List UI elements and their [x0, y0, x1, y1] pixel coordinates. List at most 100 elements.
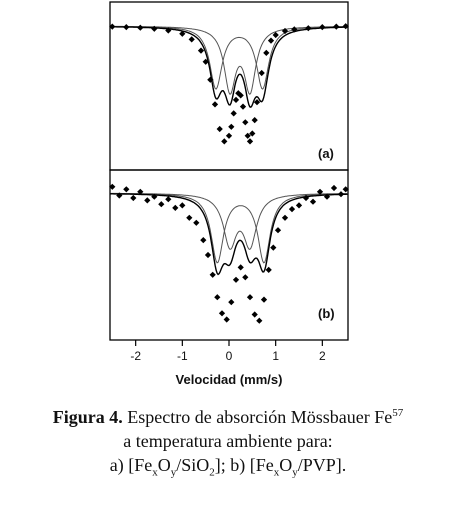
x-axis: -2 -1 0 1 2	[130, 340, 326, 363]
panel-b-data-point	[172, 204, 179, 212]
x-tick-label: -1	[177, 349, 188, 363]
caption-o-2: O	[279, 455, 293, 475]
caption-sub-x-1: x	[152, 466, 158, 479]
x-tick-label: 2	[319, 349, 326, 363]
panel-b-data-point	[281, 214, 289, 221]
panel-a-data-point	[263, 49, 270, 57]
panel-a-data-point	[123, 23, 130, 31]
panel-a-data-point	[165, 27, 172, 34]
panel-a-components	[110, 25, 348, 96]
panel-b-data-point	[116, 192, 123, 199]
caption-sub-y-2: y	[292, 466, 298, 479]
panel-a: (a)	[109, 1, 349, 171]
caption-text-1: Espectro de absorción Mössbauer Fe	[127, 407, 393, 427]
panel-b-data-point	[214, 294, 221, 301]
panel-b-component-inner-doublet	[110, 192, 349, 250]
panel-b-data-point	[256, 317, 263, 324]
panel-a-data-point	[237, 92, 244, 99]
caption-o-1: O	[157, 455, 171, 475]
panel-b-data-point	[295, 202, 303, 209]
panel-b-data-point	[246, 294, 254, 301]
panel-b: (b)	[109, 169, 349, 341]
panel-b-data-point	[265, 266, 272, 274]
panel-b-data-point	[218, 310, 226, 317]
caption-line-2: a temperatura ambiente para:	[123, 431, 333, 451]
panel-a-component-outer-doublet	[110, 26, 348, 90]
panel-a-data-point	[267, 37, 275, 44]
panel-a-data-point	[179, 30, 186, 37]
panel-a-data-point	[137, 24, 144, 31]
panel-a-data-point	[244, 132, 251, 139]
panel-b-data-point	[158, 201, 165, 208]
panel-b-data-point	[309, 198, 317, 205]
caption-figure-number: Figura 4.	[52, 407, 123, 427]
panel-b-data-point	[165, 196, 172, 203]
panel-b-data-point	[179, 202, 186, 209]
panel-b-data-point	[274, 227, 282, 234]
panel-a-data-point	[225, 132, 233, 139]
panel-b-data-point	[130, 194, 137, 202]
caption-a-end: ]; b) [Fe	[214, 455, 274, 475]
panel-a-data-point	[230, 110, 237, 117]
panel-b-data-point	[200, 236, 207, 244]
panel-b-data-point	[109, 183, 116, 190]
caption-sub-y-1: y	[170, 466, 177, 479]
panel-a-data-point	[207, 76, 214, 83]
panel-a-data-point	[232, 96, 240, 104]
panel-b-data-point	[251, 311, 258, 318]
panel-a-fit-line	[110, 26, 348, 109]
panel-b-data-point	[232, 276, 240, 283]
panel-a-label: (a)	[318, 146, 334, 161]
panel-a-data-point	[211, 101, 219, 108]
panel-a-data-point	[151, 25, 158, 32]
panel-b-data-point	[237, 264, 244, 271]
panel-a-data-point	[251, 116, 258, 124]
panel-b-data-point	[260, 296, 268, 303]
caption-sio: /SiO	[176, 455, 210, 475]
caption-line-1: Figura 4. Espectro de absorción Mössbaue…	[0, 405, 456, 429]
panel-b-data-point	[193, 219, 200, 226]
panel-a-data-point	[305, 25, 312, 32]
panel-b-data-point	[337, 191, 345, 198]
panel-a-data-points	[109, 23, 349, 145]
panel-b-data-point	[204, 251, 212, 259]
panel-b-data-point	[330, 184, 338, 192]
panel-b-data-point	[144, 197, 151, 204]
x-tick-label: 1	[272, 349, 279, 363]
caption-line-3: a) [FexOy/SiO2]; b) [FexOy/PVP].	[0, 453, 456, 479]
panel-a-data-point	[228, 123, 235, 130]
panel-a-data-point	[319, 23, 326, 31]
mossbauer-figure: (a) (b) -2 -1 0 1 2 Velocidad (mm/s)	[109, 1, 349, 387]
caption-sup-57: 57	[392, 407, 404, 419]
panel-a-data-point	[242, 119, 249, 126]
panel-b-data-point	[270, 244, 277, 251]
panel-a-data-point	[249, 130, 256, 137]
panel-b-label: (b)	[318, 306, 335, 321]
panel-a-data-point	[221, 138, 228, 145]
panel-a-data-point	[188, 36, 195, 43]
panel-a-data-point	[239, 103, 247, 110]
panel-b-fit-line	[110, 193, 348, 276]
panel-b-data-point	[223, 316, 230, 323]
panel-a-data-point	[202, 58, 209, 65]
caption-b-mid: /PVP].	[297, 455, 347, 475]
panel-b-data-points	[109, 183, 349, 324]
caption-sub-x-2: x	[273, 466, 280, 479]
panel-a-data-point	[258, 69, 265, 77]
panel-b-data-point	[228, 298, 235, 306]
caption-sub-2: 2	[209, 466, 215, 479]
panel-b-data-point	[242, 274, 249, 281]
x-axis-label: Velocidad (mm/s)	[176, 372, 283, 387]
x-tick-label: -2	[130, 349, 141, 363]
panel-a-data-point	[216, 125, 223, 133]
x-tick-label: 0	[226, 349, 233, 363]
panel-a-data-point	[333, 23, 340, 30]
panel-a-data-point	[246, 138, 254, 145]
panel-b-data-point	[137, 188, 144, 195]
panel-b-data-point	[288, 205, 296, 213]
caption-a-pre: a) [Fe	[109, 455, 153, 475]
panel-b-data-point	[209, 271, 216, 278]
panel-a-data-point	[197, 47, 205, 54]
panel-b-data-point	[186, 214, 193, 221]
figure-caption: Figura 4. Espectro de absorción Mössbaue…	[0, 405, 456, 479]
